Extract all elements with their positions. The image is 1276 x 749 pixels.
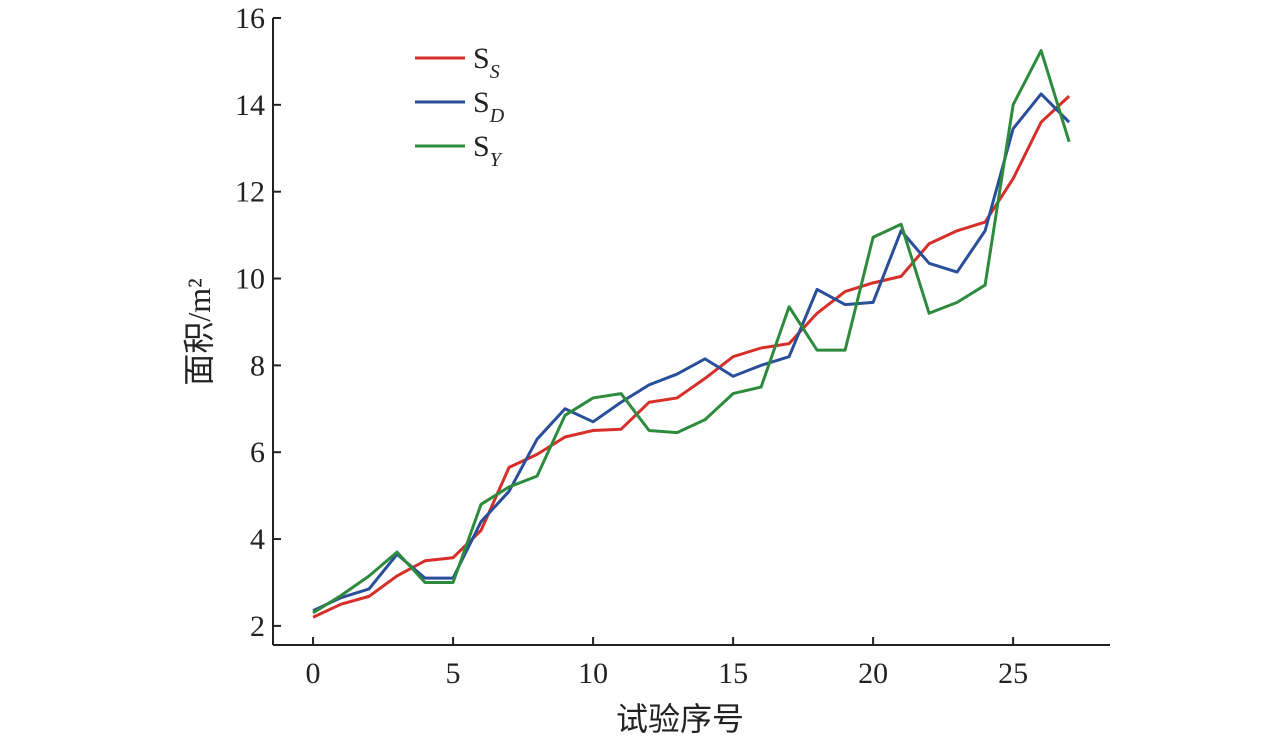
y-tick-label: 8: [250, 349, 265, 382]
x-tick-label: 15: [718, 657, 748, 690]
legend-subscript: D: [489, 105, 505, 127]
legend-label: SY: [473, 130, 503, 171]
x-tick-label: 5: [446, 657, 461, 690]
x-tick-label: 10: [578, 657, 608, 690]
legend-name: S: [473, 42, 490, 75]
legend-label: SD: [473, 86, 505, 127]
y-tick-label: 12: [235, 176, 265, 209]
y-tick-label: 6: [250, 436, 265, 469]
legend-subscript: S: [490, 61, 500, 83]
x-tick-label: 20: [858, 657, 888, 690]
legend-label: SS: [473, 42, 500, 83]
y-tick-label: 16: [235, 2, 265, 35]
legend-name: S: [473, 130, 490, 163]
series-line: [312, 92, 1071, 613]
y-tick-label: 10: [235, 263, 265, 296]
x-axis-title: 试验序号: [616, 701, 744, 737]
y-tick-label: 4: [250, 523, 265, 556]
y-tick-label: 14: [235, 89, 265, 122]
x-tick-label: 0: [306, 657, 321, 690]
series-line: [312, 95, 1071, 619]
legend-subscript: Y: [490, 149, 503, 171]
series-line: [312, 49, 1071, 615]
x-tick-label: 25: [998, 657, 1028, 690]
y-axis-title: 面积/m²: [181, 278, 217, 385]
legend-name: S: [473, 86, 490, 119]
y-tick-label: 2: [250, 610, 265, 643]
